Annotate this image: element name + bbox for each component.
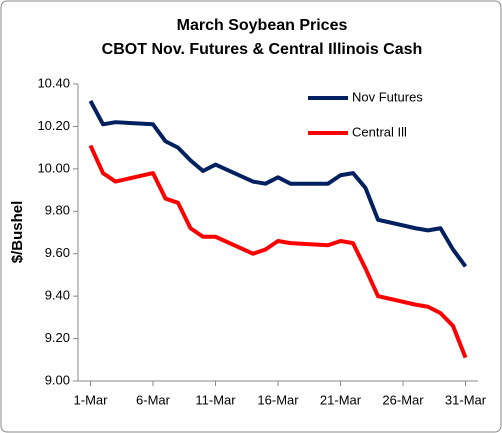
chart-title: March Soybean Prices	[177, 17, 348, 34]
x-tick-label: 6-Mar	[136, 392, 171, 407]
series-line	[88, 144, 468, 359]
y-tick-label: 9.60	[45, 245, 70, 260]
x-tick-label: 11-Mar	[195, 392, 236, 407]
x-tick-label: 21-Mar	[320, 392, 362, 407]
y-axis-title: $/Bushel	[9, 201, 26, 264]
y-tick-label: 10.20	[37, 118, 70, 133]
y-tick-label: 9.80	[45, 203, 70, 218]
x-tick-label: 16-Mar	[257, 392, 299, 407]
series-line	[88, 100, 468, 268]
y-tick-label: 10.40	[37, 75, 70, 90]
x-tick-label: 26-Mar	[382, 392, 424, 407]
x-tick-label: 1-Mar	[74, 392, 109, 407]
y-tick-label: 9.40	[45, 288, 70, 303]
chart-subtitle: CBOT Nov. Futures & Central Illinois Cas…	[102, 41, 423, 58]
legend-label: Central Ill	[352, 124, 407, 139]
y-tick-label: 10.00	[37, 160, 70, 175]
y-tick-label: 9.00	[45, 372, 70, 387]
x-tick-label: 31-Mar	[445, 392, 487, 407]
legend-label: Nov Futures	[352, 89, 423, 104]
y-tick-label: 9.20	[45, 330, 70, 345]
